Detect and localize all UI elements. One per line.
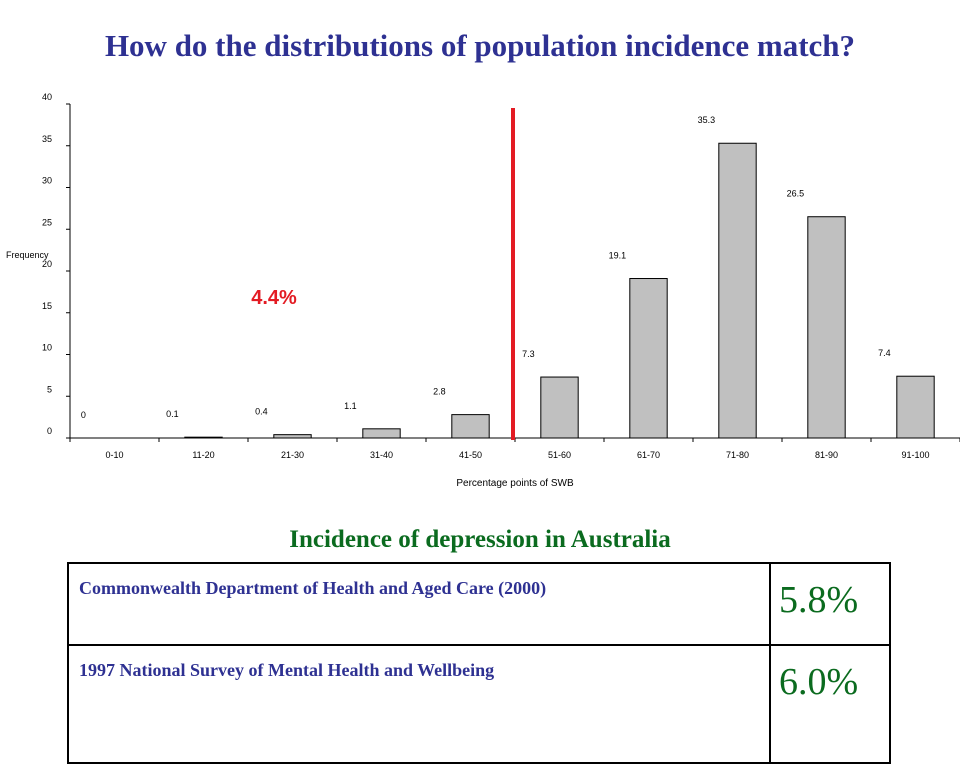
x-tick-label: 21-30 <box>281 450 304 460</box>
bar-value-label: 19.1 <box>609 251 627 261</box>
y-tick-label: 25 <box>42 217 52 227</box>
bar-value-label: 2.8 <box>433 387 446 397</box>
x-tick-label: 71-80 <box>726 450 749 460</box>
percent-annotation: 4.4% <box>251 287 297 309</box>
source-cell: Commonwealth Department of Health and Ag… <box>67 562 771 646</box>
bar-81-90 <box>807 216 846 439</box>
bar-91-100 <box>896 375 935 439</box>
x-tick-label: 31-40 <box>370 450 393 460</box>
x-tick-label: 11-20 <box>192 450 214 460</box>
y-tick-label: 15 <box>42 301 52 311</box>
table-row: 1997 National Survey of Mental Health an… <box>67 644 891 764</box>
y-tick-label: 20 <box>42 259 52 269</box>
x-axis-title: Percentage points of SWB <box>456 478 574 489</box>
bar-41-50 <box>451 414 490 439</box>
table-title: Incidence of depression in Australia <box>289 526 671 553</box>
y-axis-title: Frequency <box>6 250 49 260</box>
y-tick-label: 40 <box>42 92 52 102</box>
y-tick-label: 35 <box>42 134 52 144</box>
bar-value-label: 7.3 <box>522 349 535 359</box>
x-tick-label: 91-100 <box>901 450 929 460</box>
value-cell: 5.8% <box>769 562 891 646</box>
bar-51-60 <box>540 376 579 439</box>
bar-21-30 <box>273 434 312 439</box>
x-tick-label: 41-50 <box>459 450 482 460</box>
bar-value-label: 0 <box>81 410 86 420</box>
bar-value-label: 26.5 <box>787 189 805 199</box>
y-tick-label: 0 <box>47 426 52 436</box>
bar-31-40 <box>362 428 401 439</box>
y-tick-label: 30 <box>42 176 52 186</box>
bar-11-20 <box>184 436 223 439</box>
source-cell: 1997 National Survey of Mental Health an… <box>67 644 771 764</box>
histogram-chart: 0 5 10 15 20 25 30 35 40 0 0-10 0.1 11-20 0.4 21-30 1.1… <box>6 92 960 489</box>
depression-incidence-table: Commonwealth Department of Health and Ag… <box>67 562 891 764</box>
bar-value-label: 1.1 <box>344 401 357 411</box>
value-cell: 6.0% <box>769 644 891 764</box>
page-title: How do the distributions of population i… <box>104 28 856 63</box>
x-tick-label: 0-10 <box>105 450 123 460</box>
table-row: Commonwealth Department of Health and Ag… <box>67 562 891 646</box>
x-tick-label: 51-60 <box>548 450 571 460</box>
bar-61-70 <box>629 278 668 439</box>
bar-value-label: 7.4 <box>878 348 891 358</box>
x-tick-label: 61-70 <box>637 450 660 460</box>
y-tick-label: 10 <box>42 343 52 353</box>
bar-value-label: 0.4 <box>255 407 268 417</box>
bar-value-label: 0.1 <box>166 409 179 419</box>
labels: 0 5 10 15 20 25 30 35 40 0 0-10 0.1 11-20 0.4 21-30 1.1… <box>6 92 930 489</box>
bar-71-80 <box>718 142 757 439</box>
y-tick-label: 5 <box>47 384 52 394</box>
x-tick-label: 81-90 <box>815 450 838 460</box>
bars <box>184 142 935 439</box>
bar-value-label: 35.3 <box>698 115 716 125</box>
